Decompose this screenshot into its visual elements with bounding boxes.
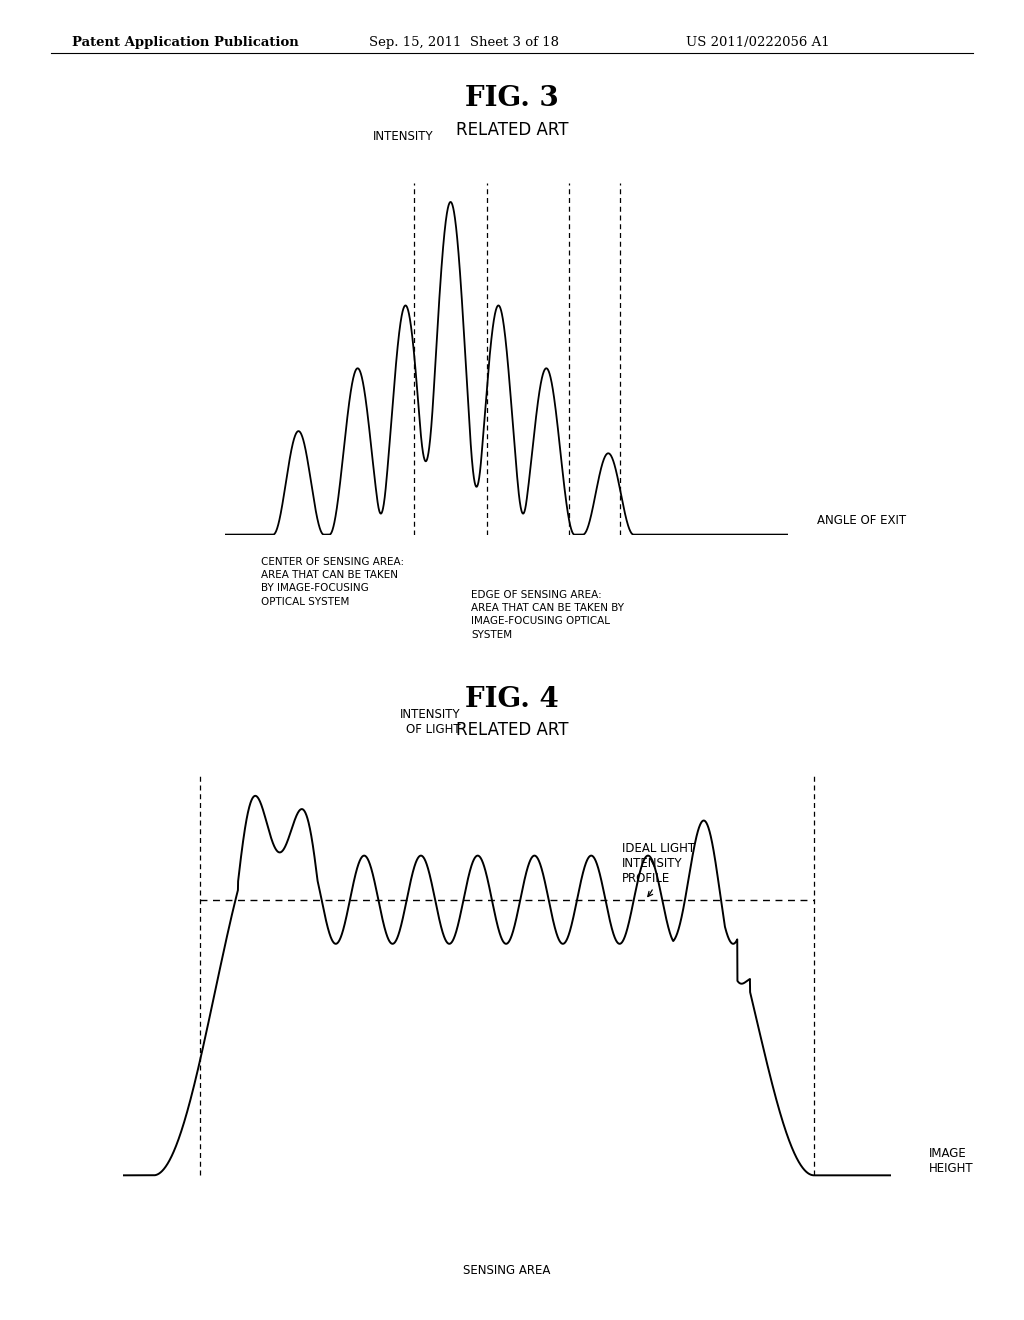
Text: EDGE OF SENSING AREA:
AREA THAT CAN BE TAKEN BY
IMAGE-FOCUSING OPTICAL
SYSTEM: EDGE OF SENSING AREA: AREA THAT CAN BE T… xyxy=(471,590,624,640)
Text: RELATED ART: RELATED ART xyxy=(456,120,568,139)
Text: SENSING AREA: SENSING AREA xyxy=(463,1265,551,1276)
Text: INTENSITY
OF LIGHT: INTENSITY OF LIGHT xyxy=(400,708,461,737)
Text: RELATED ART: RELATED ART xyxy=(456,721,568,739)
Text: CENTER OF SENSING AREA:
AREA THAT CAN BE TAKEN
BY IMAGE-FOCUSING
OPTICAL SYSTEM: CENTER OF SENSING AREA: AREA THAT CAN BE… xyxy=(261,557,404,607)
Text: ANGLE OF EXIT: ANGLE OF EXIT xyxy=(817,515,906,527)
Text: US 2011/0222056 A1: US 2011/0222056 A1 xyxy=(686,36,829,49)
Text: IDEAL LIGHT
INTENSITY
PROFILE: IDEAL LIGHT INTENSITY PROFILE xyxy=(623,842,695,896)
Text: Patent Application Publication: Patent Application Publication xyxy=(72,36,298,49)
Text: FIG. 3: FIG. 3 xyxy=(465,86,559,112)
Text: INTENSITY: INTENSITY xyxy=(373,129,434,143)
Text: IMAGE
HEIGHT: IMAGE HEIGHT xyxy=(930,1147,974,1175)
Text: FIG. 4: FIG. 4 xyxy=(465,686,559,713)
Text: Sep. 15, 2011  Sheet 3 of 18: Sep. 15, 2011 Sheet 3 of 18 xyxy=(369,36,559,49)
